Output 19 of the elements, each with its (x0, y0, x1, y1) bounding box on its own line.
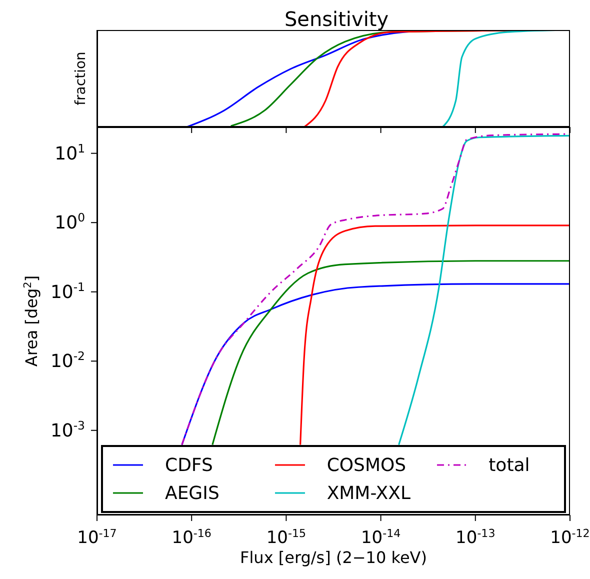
y-tick-label: 10$^{-2}$ (50, 349, 85, 372)
chart-title: Sensitivity (283, 7, 390, 31)
y-tick-label: 10$^{0}$ (54, 210, 85, 234)
legend-label: XMM-XXL (326, 482, 410, 504)
y-tick-label: 10$^{-1}$ (50, 280, 85, 303)
legend-label: total (488, 454, 530, 476)
y-axis-title: fraction (73, 52, 89, 106)
y-tick-label: 10$^{-3}$ (50, 418, 85, 442)
x-tick-label: 10$^{-13}$ (456, 526, 496, 548)
legend-label: AEGIS (165, 482, 220, 504)
x-tick-label: 10$^{-17}$ (77, 526, 117, 548)
x-tick-label: 10$^{-14}$ (360, 526, 401, 548)
x-tick-label: 10$^{-16}$ (172, 526, 212, 548)
x-tick-label: 10$^{-12}$ (550, 526, 590, 548)
legend-label: COSMOS (326, 454, 406, 476)
y-tick-label: 10$^{1}$ (54, 141, 85, 164)
legend-label: CDFS (165, 454, 213, 476)
x-axis-title: Flux [erg/s] (2−10 keV) (240, 548, 427, 567)
x-tick-label: 10$^{-15}$ (266, 526, 306, 548)
